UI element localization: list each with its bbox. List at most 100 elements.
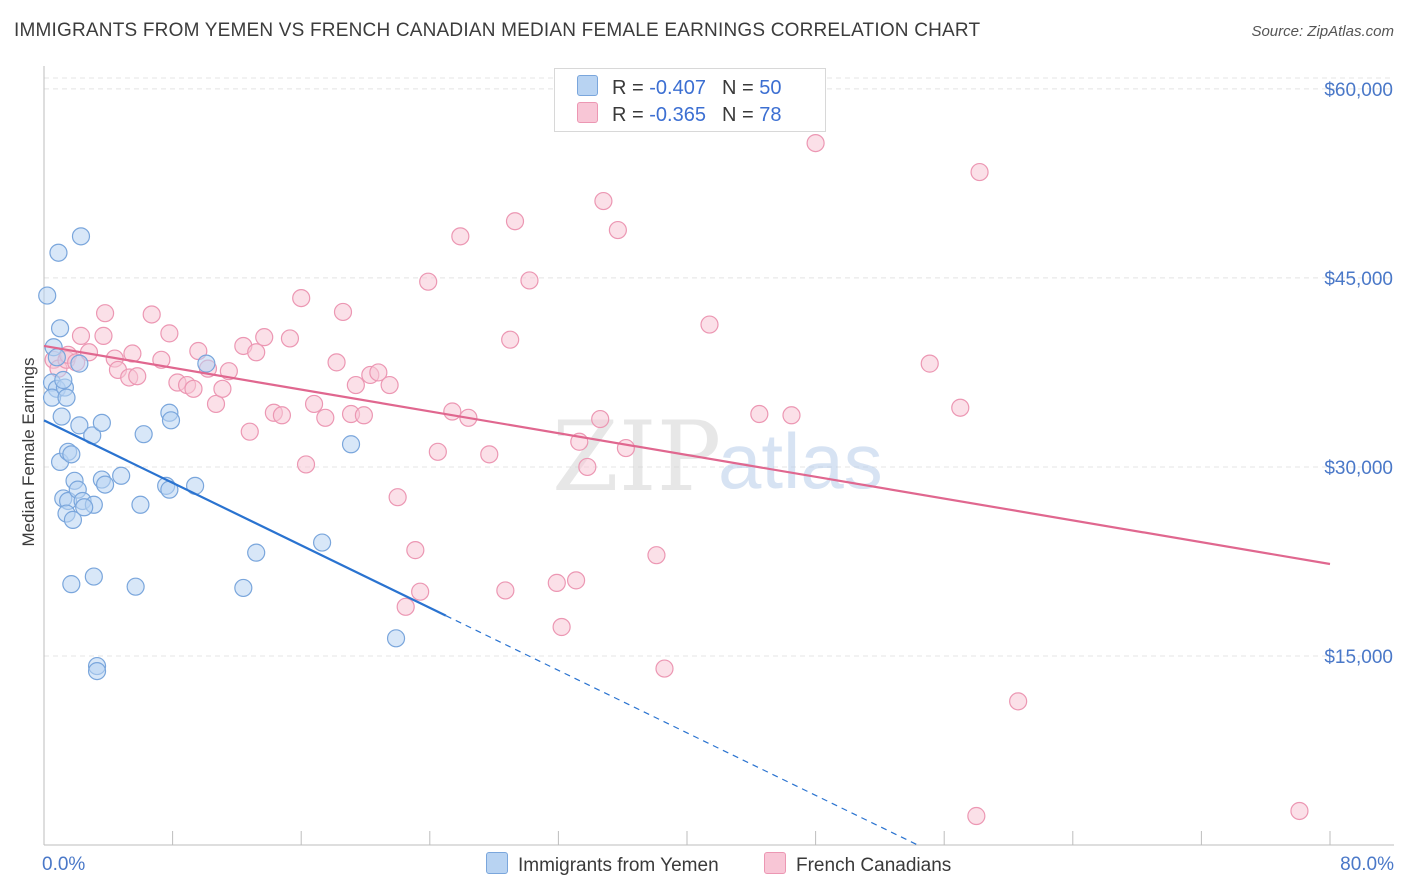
chart-title: IMMIGRANTS FROM YEMEN VS FRENCH CANADIAN… (14, 20, 981, 41)
data-point (272, 406, 292, 425)
legend-r-value: -0.407 (649, 77, 706, 99)
bottom-legend-label: Immigrants from Yemen (518, 855, 719, 876)
series-immigrants-from-yemen (38, 227, 406, 681)
data-point (47, 348, 66, 367)
data-point (552, 617, 571, 637)
legend-row-french-canadians: R = -0.365 N = 78 (577, 102, 781, 128)
legend-n-value: 50 (759, 77, 782, 99)
data-point (505, 212, 525, 231)
data-point (806, 133, 825, 153)
data-point (369, 363, 388, 382)
data-point (240, 422, 259, 441)
data-point (700, 315, 719, 334)
data-point (71, 326, 91, 345)
legend-r-label: R = (612, 77, 650, 99)
data-point (578, 457, 597, 477)
data-point (126, 577, 145, 596)
data-point (566, 571, 586, 590)
trend-line-pink (43, 344, 1331, 566)
x-tick-label: 0.0% (42, 854, 85, 875)
data-point (234, 578, 253, 598)
data-point (112, 466, 131, 485)
data-point (341, 435, 361, 454)
data-point (655, 659, 674, 678)
data-point (131, 495, 150, 514)
data-point (62, 575, 81, 594)
data-point (134, 425, 153, 444)
data-point (520, 271, 539, 290)
data-point (62, 445, 81, 464)
data-point (206, 394, 226, 414)
data-point (406, 541, 425, 560)
data-point (316, 408, 335, 427)
data-point (161, 411, 181, 430)
data-point (1290, 801, 1309, 821)
data-point (160, 324, 179, 343)
data-point (428, 442, 447, 461)
data-point (92, 413, 111, 432)
legend-n-label: N = (721, 77, 760, 99)
data-point (219, 362, 238, 381)
bottom-legend-swatch-pink (764, 852, 786, 874)
bottom-legend-label: French Canadians (796, 855, 952, 876)
legend-swatch-pink (577, 102, 598, 123)
data-point (647, 546, 666, 565)
data-point (38, 286, 57, 305)
y-axis-label: Median Female Earnings (19, 358, 38, 547)
data-point (920, 354, 939, 373)
data-point (280, 329, 300, 348)
data-point (57, 388, 76, 407)
data-point (296, 455, 316, 474)
data-point (327, 353, 346, 372)
legend-n-label: N = (721, 104, 760, 126)
data-point (591, 409, 610, 429)
data-point (75, 498, 94, 517)
data-point (396, 597, 415, 616)
data-point (782, 406, 801, 425)
data-point (142, 305, 161, 324)
data-point (50, 319, 70, 338)
data-point (49, 243, 68, 262)
trend-extension-blue (445, 615, 919, 846)
data-point (443, 402, 462, 421)
data-point (71, 227, 91, 246)
trend-lines (43, 344, 1331, 846)
data-point (255, 328, 274, 347)
data-point (54, 370, 73, 390)
legend-swatch-blue (577, 75, 598, 96)
data-point (292, 288, 311, 308)
data-point (247, 343, 266, 362)
grid-lines (44, 77, 1394, 657)
data-point (63, 510, 83, 529)
x-tick-label: 80.0% (1340, 854, 1394, 875)
data-point (380, 375, 399, 395)
data-point (354, 406, 373, 425)
trend-line-blue (43, 419, 447, 617)
y-tick-labels: $15,000 $30,000 $45,000 $60,000 (1324, 80, 1393, 668)
data-point (52, 407, 71, 426)
data-point (388, 488, 407, 507)
data-point (608, 220, 627, 240)
bottom-legend-french-canadians: French Canadians (764, 852, 951, 877)
y-tick-label: $45,000 (1324, 269, 1393, 290)
data-point (312, 533, 332, 552)
data-point (750, 404, 769, 424)
data-point (213, 379, 232, 398)
bottom-legend-yemen: Immigrants from Yemen (486, 852, 719, 877)
data-point (451, 227, 470, 246)
data-point (128, 367, 147, 386)
legend-r-label: R = (612, 104, 650, 126)
legend-r-value: -0.365 (649, 104, 706, 126)
data-point (496, 581, 515, 600)
data-point (70, 416, 89, 435)
data-point (616, 438, 636, 458)
data-point (411, 582, 430, 601)
y-tick-label: $15,000 (1324, 647, 1393, 668)
data-point (94, 326, 113, 345)
data-point (95, 475, 115, 494)
data-point (70, 354, 89, 373)
data-point (87, 661, 107, 681)
data-point (967, 806, 986, 826)
data-point (386, 629, 406, 648)
